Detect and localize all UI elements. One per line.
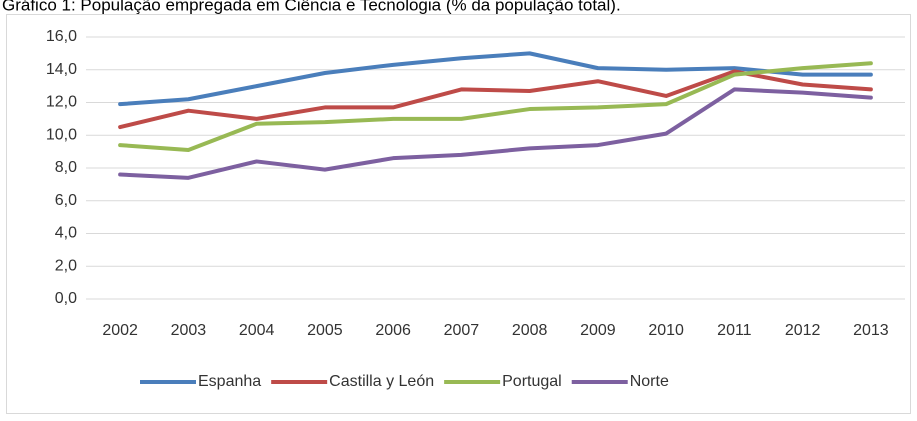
y-tick-label: 14,0 bbox=[46, 61, 77, 78]
x-tick-label: 2006 bbox=[375, 322, 411, 339]
chart-frame bbox=[6, 14, 911, 414]
y-tick-label: 6,0 bbox=[55, 192, 77, 209]
x-tick-label: 2008 bbox=[512, 322, 548, 339]
x-tick-label: 2011 bbox=[717, 322, 752, 339]
y-tick-label: 10,0 bbox=[46, 126, 77, 143]
legend-label: Castilla y León bbox=[329, 373, 434, 390]
y-tick-label: 8,0 bbox=[55, 159, 77, 176]
x-tick-label: 2007 bbox=[444, 322, 480, 339]
x-tick-label: 2009 bbox=[580, 322, 616, 339]
y-tick-label: 0,0 bbox=[55, 290, 77, 307]
legend-label: Portugal bbox=[502, 373, 562, 390]
x-tick-label: 2002 bbox=[102, 322, 138, 339]
x-tick-label: 2010 bbox=[648, 322, 684, 339]
x-tick-label: 2004 bbox=[239, 322, 275, 339]
y-tick-label: 16,0 bbox=[46, 28, 77, 45]
legend-label: Norte bbox=[630, 373, 669, 390]
series-line bbox=[118, 69, 873, 130]
y-tick-label: 12,0 bbox=[46, 94, 77, 111]
series-line bbox=[118, 87, 873, 180]
chart-title: Gráfico 1: População empregada em Ciênci… bbox=[2, 0, 621, 14]
y-tick-label: 4,0 bbox=[55, 225, 77, 242]
x-tick-label: 2013 bbox=[853, 322, 889, 339]
legend-label: Espanha bbox=[198, 373, 261, 390]
x-tick-label: 2012 bbox=[785, 322, 821, 339]
y-tick-label: 2,0 bbox=[55, 257, 77, 274]
series-line bbox=[118, 51, 873, 107]
x-tick-label: 2005 bbox=[307, 322, 343, 339]
x-tick-label: 2003 bbox=[171, 322, 207, 339]
series-line bbox=[118, 61, 873, 152]
